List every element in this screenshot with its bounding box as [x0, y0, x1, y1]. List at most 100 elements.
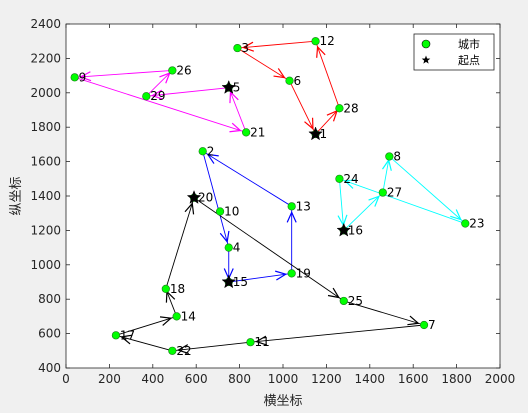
city-label: 15	[233, 275, 248, 289]
y-axis-ticks: 400 600 800 1000 1200 1400 1600 1800 2000 2200 240…	[30, 17, 500, 375]
y-tick-label: 600	[38, 327, 61, 341]
route-segment	[338, 178, 345, 231]
route-segment	[115, 315, 177, 336]
city-point	[168, 346, 177, 355]
city-label: 9	[79, 70, 87, 84]
city-point	[419, 320, 429, 330]
route-segment	[146, 87, 229, 97]
y-tick-label: 1000	[30, 258, 61, 272]
x-tick-label: 0	[62, 372, 70, 386]
city-label: 13	[296, 199, 311, 213]
city-label: 25	[348, 294, 363, 308]
city-point	[287, 269, 296, 278]
y-tick-label: 1600	[30, 155, 61, 169]
route-arrowhead	[150, 89, 163, 100]
route-arrowhead	[229, 122, 242, 133]
route-segment	[172, 341, 251, 352]
route-segment	[74, 76, 247, 133]
city-label: 19	[296, 266, 311, 280]
city-label: 28	[343, 101, 358, 115]
city-point	[378, 188, 387, 197]
route-arrowhead	[343, 179, 357, 189]
city-point	[385, 152, 394, 161]
route-segment	[202, 151, 230, 248]
route-segment	[165, 288, 178, 317]
city-label: 12	[320, 34, 335, 48]
city-label: 7	[428, 318, 436, 332]
start-point-star	[221, 274, 237, 289]
start-point-star	[186, 190, 202, 204]
route-segment	[115, 334, 173, 352]
legend: 城市 起点	[413, 33, 495, 71]
city-point	[111, 331, 121, 340]
route-segment	[250, 324, 425, 343]
city-label: 3	[241, 41, 249, 55]
city-point	[339, 296, 348, 306]
route-arrowhead	[407, 315, 420, 326]
route-arrowhead	[206, 153, 219, 164]
route-arrowhead	[184, 202, 195, 215]
city-point	[224, 243, 233, 252]
x-tick-label: 1200	[311, 372, 342, 386]
route-arrowhead	[159, 316, 173, 326]
y-tick-label: 2400	[30, 17, 61, 31]
city-label: 1	[320, 127, 328, 141]
x-tick-label: 800	[228, 372, 251, 386]
city-label: 11	[254, 335, 269, 349]
route-arrowhead	[241, 41, 255, 52]
city-point	[70, 73, 79, 82]
y-tick-label: 1200	[30, 223, 61, 237]
city-point	[172, 312, 181, 321]
city-point	[242, 128, 251, 137]
legend-city-label: 城市	[458, 37, 480, 51]
route-segment	[343, 192, 384, 231]
route-segment	[389, 156, 466, 224]
city-point	[461, 219, 470, 228]
city-point	[233, 43, 242, 53]
x-tick-label: 1000	[268, 372, 299, 386]
x-axis-label: 横坐标	[263, 394, 302, 409]
city-label: 5	[233, 81, 241, 95]
route-arrowhead	[229, 90, 239, 104]
legend-city-marker	[421, 39, 431, 49]
route-arrowhead	[176, 344, 189, 355]
city-label: 23	[469, 217, 484, 231]
city-point	[168, 66, 177, 75]
city-label: 29	[150, 89, 165, 103]
x-tick-label: 200	[98, 372, 121, 386]
legend-start-marker	[421, 55, 431, 64]
city-label: 27	[387, 186, 402, 200]
route-segment	[202, 150, 292, 207]
route-arrowhead	[368, 195, 380, 207]
route-arrowhead	[120, 334, 133, 345]
y-axis-label: 纵坐标	[9, 176, 24, 215]
city-point	[287, 202, 296, 211]
route-arrowhead	[275, 270, 288, 281]
start-point-star	[336, 222, 352, 237]
city-point	[198, 147, 207, 156]
city-label: 20	[198, 191, 213, 205]
route-arrowhead	[273, 68, 286, 79]
routes-layer	[74, 40, 466, 355]
x-tick-label: 1400	[355, 372, 386, 386]
x-axis-ticks: 0 200 400 600 800 1000 1200 1400 1600 1800 2000	[62, 24, 515, 386]
city-label: 6	[294, 74, 302, 88]
route-segment	[237, 40, 316, 49]
route-3	[337, 156, 466, 231]
route-arrowhead	[254, 335, 268, 346]
x-tick-label: 600	[185, 372, 208, 386]
route-segment	[228, 87, 247, 133]
x-tick-label: 400	[141, 372, 164, 386]
city-label: 2	[207, 144, 215, 158]
city-label: 18	[170, 282, 185, 296]
route-arrowhead	[219, 230, 230, 244]
city-label: 21	[250, 125, 265, 139]
start-points-layer	[186, 79, 352, 289]
city-label: 24	[343, 172, 358, 186]
route-segment	[343, 300, 425, 326]
city-point	[142, 92, 151, 101]
route-segment	[74, 69, 173, 78]
y-tick-label: 1400	[30, 189, 61, 203]
y-tick-label: 800	[38, 292, 61, 306]
